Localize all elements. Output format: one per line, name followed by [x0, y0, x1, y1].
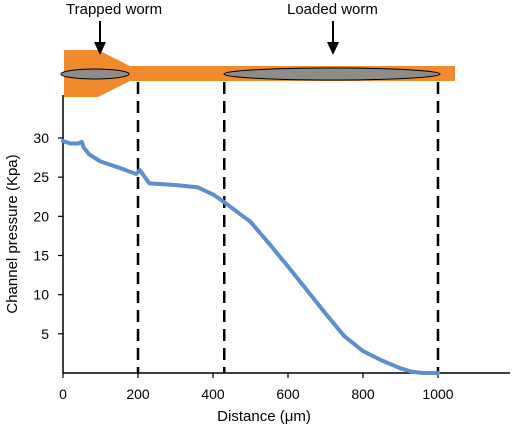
loaded-worm-label: Loaded worm	[287, 1, 378, 18]
y-tick-label: 20	[33, 208, 49, 224]
loaded-worm-arrowhead	[327, 42, 339, 55]
y-tick-label: 15	[33, 248, 49, 264]
y-tick-label: 10	[33, 287, 49, 303]
pressure-line-series-0	[61, 139, 440, 375]
trapped-worm-shape	[60, 68, 130, 80]
x-tick-label: 200	[126, 386, 150, 402]
x-axis-title: Distance (μm)	[217, 408, 311, 425]
x-tick-label: 1000	[422, 386, 453, 402]
loaded-worm-shape	[223, 67, 441, 81]
pressure-chart: 5 10 15 20 25 30 0 200 400 600 800 1000 Distance (…	[4, 82, 510, 425]
series-group	[61, 139, 440, 375]
channel-diagram: Trapped worm Loaded worm	[60, 1, 455, 97]
y-axis-title: Channel pressure (Kpa)	[4, 154, 21, 313]
x-tick-label: 800	[351, 386, 375, 402]
x-ticks: 0 200 400 600 800 1000	[59, 373, 454, 402]
x-tick-label: 400	[201, 386, 225, 402]
reference-lines	[136, 82, 440, 373]
x-tick-label: 0	[59, 386, 67, 402]
y-tick-label: 5	[41, 326, 49, 342]
y-tick-label: 25	[33, 169, 49, 185]
x-tick-label: 600	[276, 386, 300, 402]
trapped-worm-label: Trapped worm	[66, 1, 162, 18]
trapped-worm-arrowhead	[94, 42, 106, 55]
y-ticks: 5 10 15 20 25 30	[33, 130, 63, 342]
y-tick-label: 30	[33, 130, 49, 146]
